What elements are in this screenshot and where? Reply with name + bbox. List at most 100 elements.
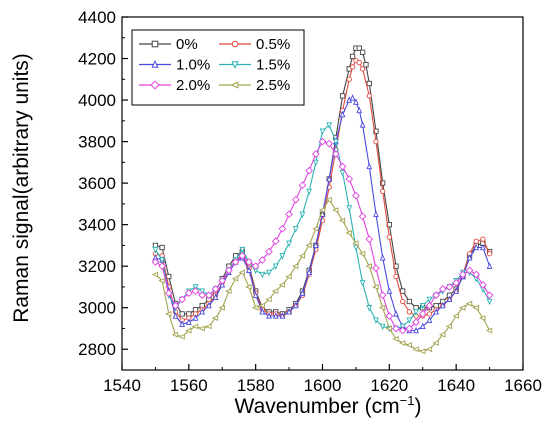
data-point: [332, 138, 339, 146]
data-point: [286, 240, 292, 248]
data-point: [299, 289, 306, 296]
data-point: [305, 242, 312, 249]
data-point: [198, 291, 207, 300]
x-tick-label: 1600: [304, 376, 342, 395]
data-point: [285, 210, 293, 219]
data-point: [406, 309, 413, 315]
data-point: [252, 291, 259, 298]
legend-entry: 1.5%: [219, 57, 290, 74]
data-point: [372, 284, 379, 290]
data-point: [311, 150, 320, 158]
data-point: [406, 317, 413, 324]
series-layer: [151, 45, 494, 355]
legend-label: 2.0%: [176, 77, 210, 94]
data-point: [266, 312, 272, 319]
data-point: [433, 308, 440, 315]
data-point: [432, 340, 439, 346]
data-point: [291, 195, 300, 204]
data-point: [298, 252, 306, 259]
data-point: [485, 291, 494, 300]
data-point: [438, 285, 447, 293]
y-tick-label: 3400: [78, 216, 116, 235]
data-point: [426, 296, 433, 304]
data-point: [385, 312, 394, 320]
data-point: [245, 258, 253, 266]
data-point: [271, 288, 279, 294]
y-tick-label: 2800: [78, 340, 116, 359]
data-point: [318, 207, 326, 214]
data-point: [272, 263, 279, 270]
data-point: [412, 346, 419, 353]
axis-ticks: [121, 16, 524, 370]
data-point: [413, 309, 419, 316]
data-point: [184, 289, 193, 298]
data-point: [259, 308, 266, 315]
data-point: [466, 254, 473, 261]
legend-entry: 2.5%: [219, 77, 290, 94]
data-point: [285, 273, 292, 280]
data-point: [332, 207, 339, 214]
legend-marker: [150, 80, 160, 90]
data-point: [358, 212, 367, 221]
data-point: [164, 311, 172, 317]
data-point: [306, 268, 313, 276]
data-point: [359, 121, 366, 128]
legend-label: 1.0%: [176, 57, 210, 74]
data-point: [373, 317, 379, 324]
data-point: [465, 266, 474, 275]
data-point: [359, 280, 366, 287]
data-point: [265, 296, 272, 303]
legend-box: [131, 29, 305, 106]
x-axis-title-unit-exp: −1: [400, 393, 415, 408]
data-point: [439, 301, 446, 309]
data-point: [239, 246, 246, 254]
data-point: [345, 175, 354, 183]
data-point: [326, 175, 333, 182]
data-point: [445, 323, 453, 330]
data-point: [205, 291, 213, 300]
data-point: [349, 64, 356, 70]
data-point: [171, 301, 180, 310]
data-point: [486, 262, 493, 269]
data-point: [385, 325, 392, 332]
y-axis-title: Raman signal(arbitrary units): [10, 53, 33, 323]
data-point: [452, 278, 461, 287]
data-point: [218, 304, 225, 311]
data-point: [398, 326, 407, 335]
data-point: [349, 94, 356, 101]
data-point: [179, 320, 186, 327]
series-5: [151, 196, 493, 355]
x-tick-label: 1580: [237, 376, 275, 395]
data-point: [378, 291, 387, 300]
y-tick-label: 3800: [78, 133, 116, 152]
data-point: [392, 324, 400, 333]
series-line: [154, 124, 491, 330]
data-point: [332, 150, 340, 158]
data-point: [251, 262, 260, 271]
data-point: [359, 66, 366, 72]
data-point: [413, 326, 419, 334]
data-point: [425, 301, 434, 310]
data-point: [199, 308, 206, 315]
legend-entry: 2.0%: [139, 77, 210, 94]
data-point: [400, 298, 406, 305]
data-point: [299, 211, 306, 219]
data-point: [373, 128, 379, 134]
data-point: [426, 316, 433, 323]
data-point: [191, 287, 200, 295]
data-point: [164, 289, 173, 298]
data-point: [363, 62, 369, 68]
x-tick-label: 1620: [370, 376, 408, 395]
x-tick-label: 1660: [504, 376, 542, 395]
data-point: [265, 247, 273, 256]
data-point: [198, 325, 205, 332]
data-point: [399, 323, 406, 331]
data-point: [398, 340, 406, 346]
data-point: [339, 110, 346, 118]
legend-marker: [151, 60, 159, 68]
data-point: [465, 300, 473, 307]
data-point: [238, 269, 245, 276]
y-tick-label: 3200: [78, 257, 116, 276]
data-point: [356, 106, 363, 114]
